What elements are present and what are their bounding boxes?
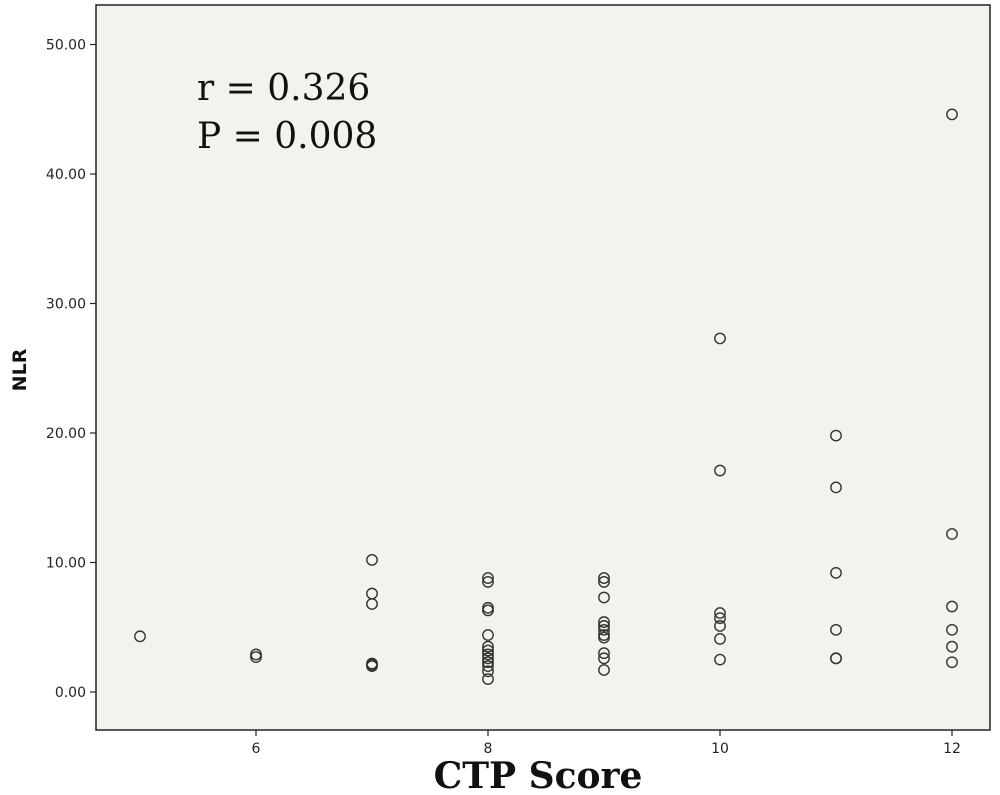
data-point — [830, 566, 842, 579]
data-point — [598, 572, 610, 584]
data-point — [830, 429, 842, 442]
data-point — [482, 644, 494, 657]
data-point — [714, 332, 726, 345]
data-point — [946, 108, 958, 121]
data-point — [714, 633, 726, 645]
data-points — [134, 108, 958, 685]
annotation-r: r = 0.326 — [197, 68, 370, 109]
plot-area — [95, 4, 991, 731]
y-tick-label: 10.00 — [46, 556, 86, 572]
data-point — [598, 620, 610, 632]
data-point — [482, 629, 494, 641]
data-point — [366, 658, 378, 671]
y-axis: 0.00 10.00 20.00 30.00 40.00 50.00 — [46, 38, 96, 701]
data-point — [714, 464, 726, 477]
data-point — [482, 648, 494, 661]
y-tick-label: 50.00 — [46, 38, 86, 54]
data-point — [366, 554, 378, 566]
data-point — [250, 651, 262, 663]
data-point — [482, 576, 494, 588]
data-point — [714, 607, 726, 619]
y-tick-label: 30.00 — [46, 297, 86, 313]
data-point — [598, 576, 610, 588]
data-point — [830, 652, 842, 665]
data-point — [830, 623, 842, 636]
data-point — [946, 640, 958, 653]
data-point — [482, 656, 494, 669]
y-tick-label: 0.00 — [55, 685, 86, 701]
data-point — [366, 598, 378, 610]
x-tick-label: 6 — [252, 741, 261, 757]
x-tick-label: 10 — [711, 741, 729, 757]
data-point — [482, 665, 494, 678]
x-tick-label: 12 — [943, 741, 961, 757]
data-point — [598, 631, 610, 644]
data-point — [946, 600, 958, 613]
data-point — [598, 623, 610, 636]
x-tick-label: 8 — [484, 741, 493, 757]
data-point — [482, 652, 494, 665]
data-point — [946, 528, 958, 540]
x-axis: 6 8 10 12 — [252, 730, 961, 757]
y-tick-label: 20.00 — [46, 426, 86, 442]
y-tick-label: 40.00 — [46, 167, 86, 183]
annotation-p: P = 0.008 — [197, 116, 377, 157]
data-point — [134, 630, 146, 643]
data-point — [482, 572, 494, 584]
data-point — [482, 640, 494, 653]
data-point — [598, 664, 610, 676]
data-point — [714, 653, 726, 666]
data-point — [598, 591, 610, 604]
data-point — [714, 620, 726, 632]
data-point — [598, 616, 610, 628]
data-point — [482, 660, 494, 672]
data-point — [598, 652, 610, 665]
x-axis-title: CTP Score — [434, 755, 643, 795]
y-axis-title: NLR — [9, 348, 31, 391]
data-point — [482, 673, 494, 685]
data-point — [598, 647, 610, 660]
data-point — [830, 481, 842, 494]
data-point — [714, 612, 726, 625]
data-point — [482, 604, 494, 617]
data-point — [946, 623, 958, 636]
data-point — [946, 656, 958, 669]
